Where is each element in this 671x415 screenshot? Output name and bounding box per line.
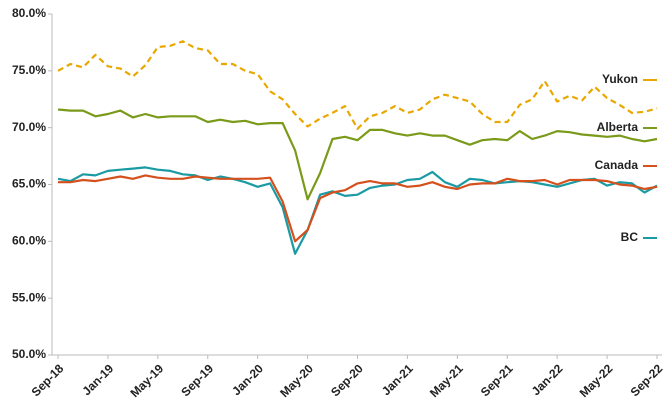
x-tick-label: Jan-22	[529, 361, 566, 398]
x-tick-label: Sep-21	[478, 361, 516, 399]
legend-label: Yukon	[602, 72, 638, 86]
x-tick-label: May-21	[427, 361, 466, 400]
x-tick-label: Sep-18	[29, 361, 67, 399]
legend-label: Canada	[595, 158, 639, 172]
x-tick-label: May-20	[277, 361, 316, 400]
y-tick-label: 70.0%	[12, 120, 46, 134]
x-tick-label: Jan-21	[379, 361, 416, 398]
x-tick-label: Jan-20	[229, 361, 266, 398]
series-line	[58, 174, 658, 243]
x-tick-label: Sep-20	[328, 361, 366, 399]
x-tick-label: Sep-19	[178, 361, 216, 399]
y-tick-label: 55.0%	[12, 290, 46, 304]
x-tick-label: Jan-19	[79, 361, 116, 398]
legend-label: BC	[621, 230, 639, 244]
series-line	[57, 108, 658, 201]
x-tick-label: May-19	[128, 361, 167, 400]
legend-label: Alberta	[597, 120, 639, 134]
y-tick-label: 65.0%	[12, 177, 46, 191]
y-tick-label: 80.0%	[12, 6, 46, 20]
series-line	[57, 40, 658, 130]
y-tick-label: 60.0%	[12, 234, 46, 248]
x-tick-label: Sep-22	[628, 361, 666, 399]
y-tick-label: 50.0%	[12, 347, 46, 361]
series-line	[57, 166, 658, 255]
y-tick-label: 75.0%	[12, 63, 46, 77]
x-tick-label: May-22	[577, 361, 616, 400]
